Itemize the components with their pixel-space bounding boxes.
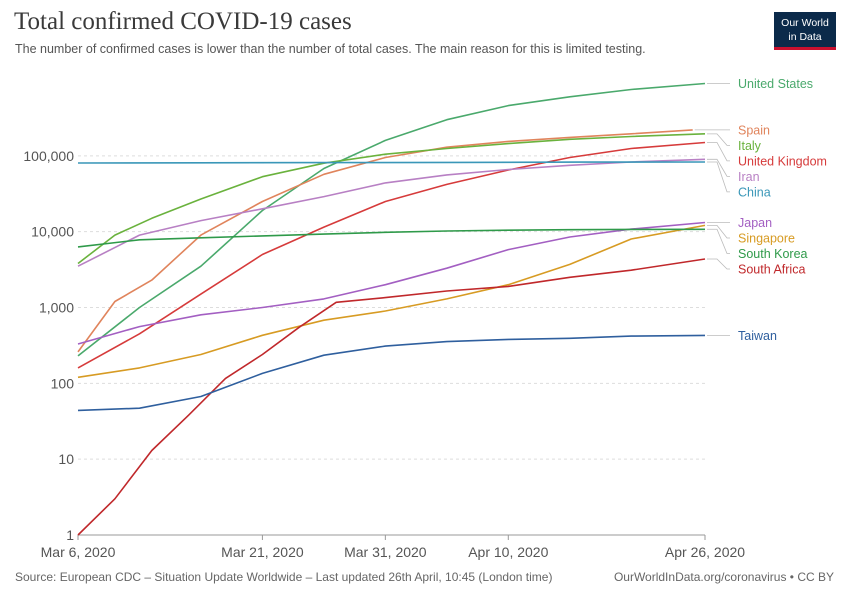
y-tick-label: 100 [51, 375, 75, 391]
chart-subtitle: The number of confirmed cases is lower t… [15, 42, 646, 56]
y-tick-label: 1,000 [39, 300, 74, 316]
y-tick-label: 10 [58, 451, 74, 467]
series-line-united-kingdom [77, 141, 706, 369]
series-line-italy [77, 133, 706, 265]
series-label-singapore: Singapore [738, 232, 795, 246]
series-line-china [77, 161, 706, 164]
label-leader-south-korea [707, 228, 730, 254]
series-label-japan: Japan [738, 216, 772, 230]
series-line-spain [77, 129, 693, 353]
series-line-iran [77, 158, 706, 267]
label-leader-singapore [707, 224, 730, 239]
series-label-south-korea: South Korea [738, 247, 808, 261]
y-tick-label: 10,000 [31, 224, 74, 240]
series-line-united-states [77, 82, 706, 357]
series-label-united-states: United States [738, 77, 813, 91]
label-leader-italy [707, 133, 730, 146]
logo-line-2: in Data [788, 31, 822, 43]
series-label-italy: Italy [738, 139, 762, 153]
label-leader-united-kingdom [707, 142, 730, 162]
label-leader-china [707, 161, 730, 193]
series-line-south-africa [77, 258, 706, 536]
series-line-taiwan [77, 334, 706, 412]
label-leader-south-africa [707, 258, 730, 270]
series-label-china: China [738, 185, 771, 199]
series-label-iran: Iran [738, 170, 760, 184]
label-leader-iran [707, 158, 730, 177]
series-line-japan [77, 221, 706, 345]
chart-title: Total confirmed COVID-19 cases [14, 8, 352, 35]
y-tick-label: 100,000 [23, 148, 74, 164]
series-label-spain: Spain [738, 123, 770, 137]
x-tick-label: Mar 31, 2020 [344, 544, 427, 560]
x-tick-label: Apr 10, 2020 [468, 544, 548, 560]
series-label-taiwan: Taiwan [738, 329, 777, 343]
x-tick-label: Apr 26, 2020 [665, 544, 745, 560]
series-line-south-korea [77, 228, 706, 248]
x-tick-label: Mar 21, 2020 [221, 544, 304, 560]
x-tick-label: Mar 6, 2020 [41, 544, 116, 560]
series-line-singapore [77, 224, 706, 379]
series-label-south-africa: South Africa [738, 263, 805, 277]
owid-logo[interactable]: Our World in Data [774, 12, 836, 50]
series-label-united-kingdom: United Kingdom [738, 154, 827, 168]
credit-link[interactable]: OurWorldInData.org/coronavirus • CC BY [613, 570, 834, 584]
source-note: Source: European CDC – Situation Update … [15, 570, 553, 584]
y-tick-label: 1 [66, 527, 74, 543]
logo-line-1: Our World [781, 17, 829, 29]
